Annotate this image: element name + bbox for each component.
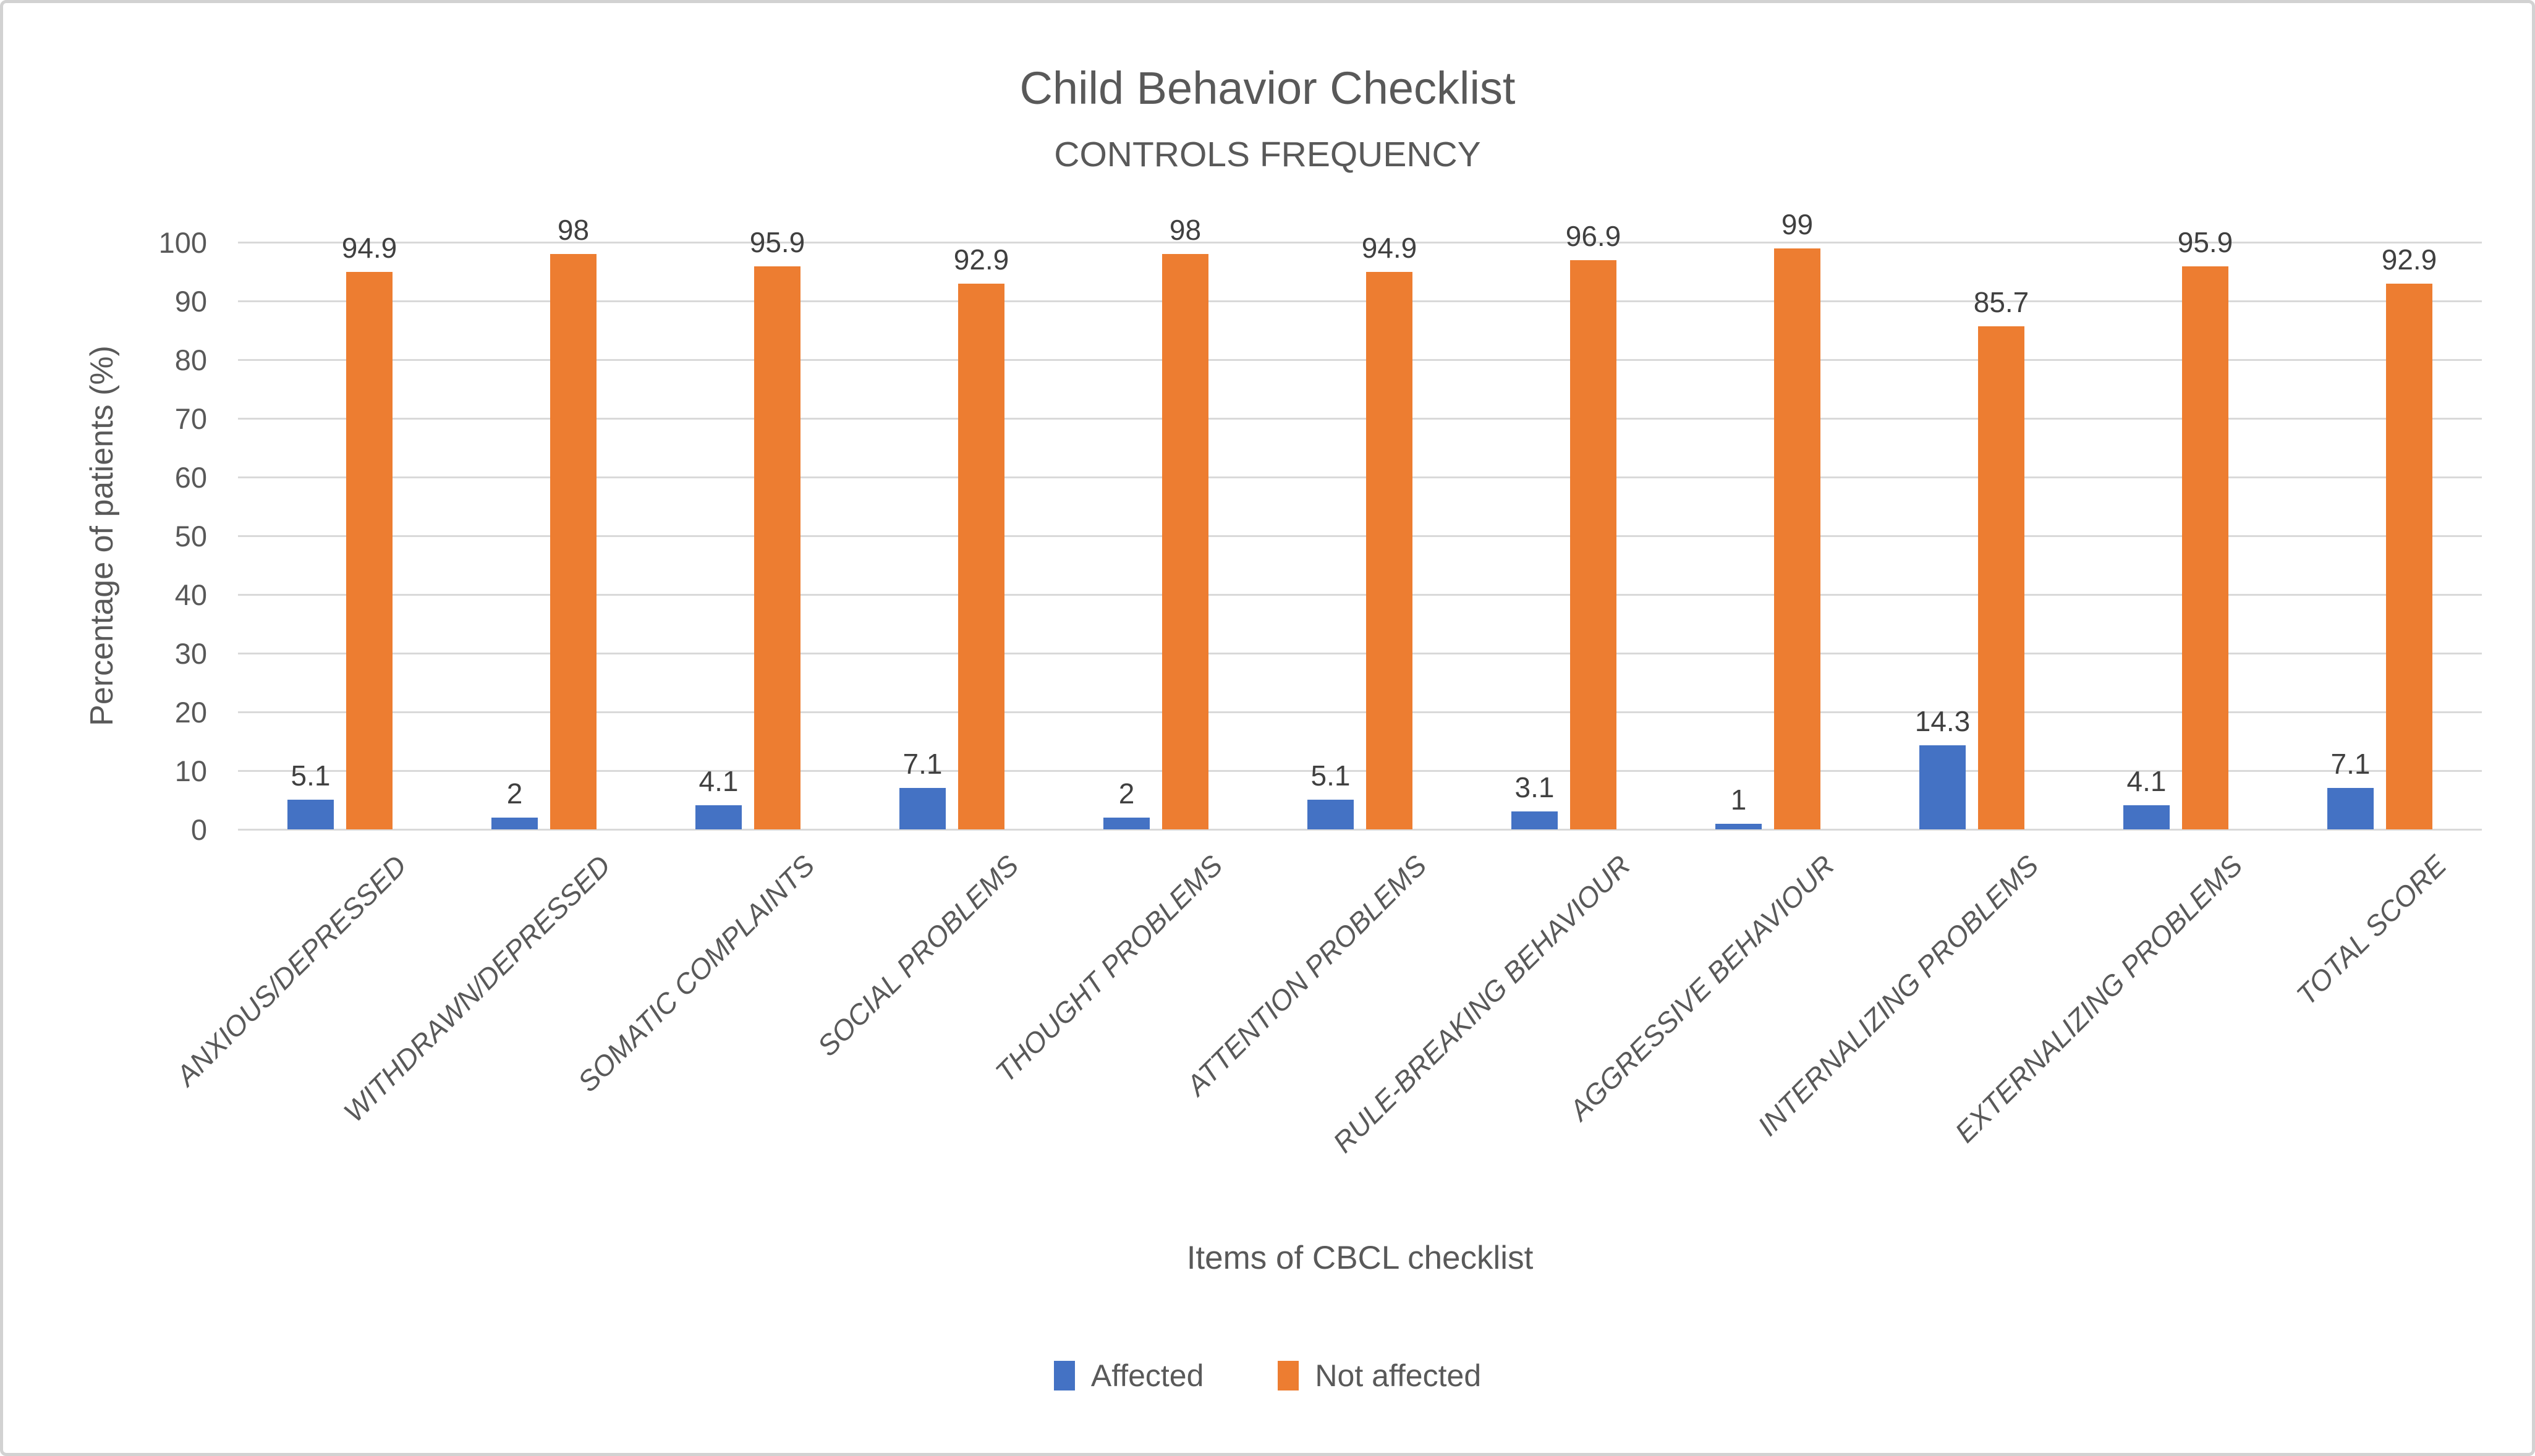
legend-label: Affected	[1090, 1358, 1204, 1393]
bar-affected	[1715, 823, 1762, 829]
y-axis-tick-label: 10	[174, 755, 207, 787]
bar-value-label: 3.1	[1514, 771, 1555, 803]
bar-not-affected	[1978, 326, 2024, 829]
y-axis-tick-label: 90	[174, 285, 207, 318]
bar-not-affected	[2386, 284, 2432, 829]
bar-affected	[695, 805, 742, 829]
bar-affected	[287, 799, 334, 829]
x-axis-category-label: SOMATIC COMPLAINTS	[571, 849, 821, 1098]
chart-subtitle: CONTROLS FREQUENCY	[1054, 135, 1481, 174]
x-axis-category-labels: ANXIOUS/DEPRESSED WITHDRAWN/DEPRESSED SOMA…	[170, 849, 2482, 1219]
bar-value-label: 95.9	[2177, 226, 2233, 258]
y-axis-tick-label: 100	[158, 226, 207, 259]
bar-not-affected	[2182, 266, 2228, 829]
bar-value-label: 92.9	[953, 243, 1009, 276]
x-axis-title: Items of CBCL checklist	[1186, 1240, 1534, 1276]
bar-value-label: 94.9	[341, 232, 397, 265]
chart-title: Child Behavior Checklist	[1019, 62, 1516, 114]
x-axis-category-label: TOTAL SCORE	[2290, 849, 2453, 1012]
y-axis-tick-label: 80	[174, 344, 207, 376]
y-axis-tick-label: 30	[174, 637, 207, 670]
y-axis-tick-label: 60	[174, 461, 207, 494]
gridline	[238, 652, 2482, 654]
bar-value-label: 99	[1781, 208, 1814, 240]
y-axis-tick-label: 0	[190, 813, 207, 846]
x-axis-category-label: SOCIAL PROBLEMS	[811, 849, 1025, 1062]
legend-item-affected: Affected	[1053, 1358, 1204, 1393]
bar-affected	[1307, 799, 1354, 829]
bar-not-affected	[1774, 248, 1820, 829]
x-axis-category-label: ATTENTION PROBLEMS	[1180, 849, 1433, 1102]
gridline	[238, 593, 2482, 596]
gridline	[238, 769, 2482, 772]
bar-value-label: 94.9	[1361, 232, 1417, 265]
bar-value-label: 98	[1169, 214, 1202, 246]
bar-value-label: 2	[1118, 777, 1135, 810]
bar-value-label: 92.9	[2381, 243, 2437, 276]
bar-value-label: 5.1	[1310, 759, 1351, 792]
gridline	[238, 300, 2482, 302]
x-axis-category-label: WITHDRAWN/DEPRESSED	[337, 849, 617, 1128]
bar-value-label: 2	[506, 777, 523, 810]
chart-legend: Affected Not affected	[3, 1360, 2532, 1391]
y-axis-tick-label: 20	[174, 696, 207, 729]
bar-affected	[491, 818, 538, 829]
bar-value-label: 14.3	[1914, 705, 1971, 738]
bar-not-affected	[1162, 254, 1208, 829]
x-axis-category-label: THOUGHT PROBLEMS	[989, 849, 1229, 1089]
gridline	[238, 358, 2482, 361]
bar-value-label: 5.1	[291, 759, 331, 792]
bar-value-label: 7.1	[2330, 747, 2371, 780]
bar-affected	[1103, 818, 1150, 829]
gridline	[238, 417, 2482, 420]
bar-affected	[1511, 811, 1558, 829]
bar-value-label: 98	[557, 214, 590, 246]
x-axis-category-label: AGGRESSIVE BEHAVIOUR	[1563, 849, 1841, 1127]
y-axis-tick-label: 40	[174, 578, 207, 611]
plot-area: 5.1 94.9 2 98 4.1 95.9 7.1 92.9 2 98 5.1 94.9 3.1 96.…	[238, 209, 2482, 831]
bar-value-label: 1	[1730, 783, 1747, 816]
bar-affected	[1919, 745, 1966, 829]
bar-value-label: 4.1	[699, 765, 739, 798]
bar-not-affected	[1366, 272, 1412, 829]
x-axis-category-label: EXTERNALIZING PROBLEMS	[1948, 849, 2249, 1149]
x-axis-category-label: ANXIOUS/DEPRESSED	[169, 849, 413, 1092]
bar-value-label: 4.1	[2126, 765, 2167, 798]
bar-affected	[2327, 787, 2374, 829]
gridline	[238, 828, 2482, 831]
y-axis-tick-label: 50	[174, 520, 207, 552]
legend-item-not-affected: Not affected	[1278, 1360, 1481, 1391]
gridline	[238, 711, 2482, 713]
gridline	[238, 535, 2482, 537]
legend-swatch	[1278, 1361, 1299, 1390]
x-axis-category-label: INTERNALIZING PROBLEMS	[1751, 849, 2045, 1142]
bar-not-affected	[346, 272, 393, 829]
bar-value-label: 7.1	[902, 747, 943, 780]
bar-affected	[899, 787, 946, 829]
bar-value-label: 95.9	[749, 226, 805, 258]
gridline	[238, 476, 2482, 478]
bar-value-label: 85.7	[1973, 286, 2029, 318]
gridline	[238, 241, 2482, 243]
legend-label: Not affected	[1315, 1358, 1482, 1393]
legend-swatch	[1053, 1361, 1075, 1390]
bar-not-affected	[958, 284, 1004, 829]
bar-not-affected	[754, 266, 800, 829]
y-axis-tick-label: 70	[174, 402, 207, 435]
bar-value-label: 96.9	[1565, 220, 1621, 253]
bar-affected	[2123, 805, 2170, 829]
x-axis-category-label: RULE-BREAKING BEHAVIOUR	[1327, 849, 1637, 1159]
bar-not-affected	[550, 254, 597, 829]
bar-not-affected	[1570, 260, 1616, 829]
